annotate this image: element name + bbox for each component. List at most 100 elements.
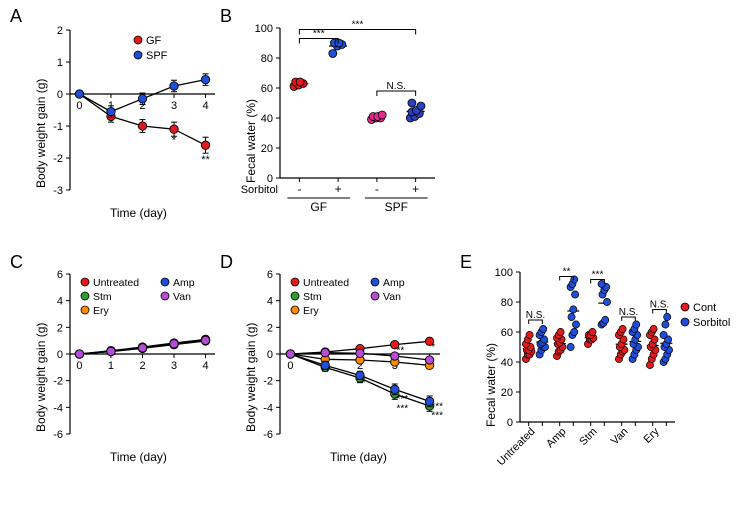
chart-c: 01234-6-4-20246UntreatedStmEryAmpVan xyxy=(30,262,220,462)
panel-label-e: E xyxy=(460,252,472,273)
svg-text:+: + xyxy=(412,182,419,196)
svg-text:**: ** xyxy=(563,267,571,278)
svg-text:Untreated: Untreated xyxy=(495,426,538,469)
chart-d: 01234-6-4-20246****************Untreated… xyxy=(240,262,450,462)
chart-e: 020406080100UntreatedAmpStmVanEryN.S.***… xyxy=(480,262,740,502)
svg-text:***: *** xyxy=(397,403,409,414)
svg-text:6: 6 xyxy=(267,269,273,281)
svg-text:Stm: Stm xyxy=(303,291,322,303)
svg-text:Ery: Ery xyxy=(303,305,320,317)
chart-a: 01234-3-2-1012***GFSPF xyxy=(30,18,220,218)
panel-label-a: A xyxy=(10,6,22,27)
svg-text:-2: -2 xyxy=(53,376,63,388)
svg-text:-: - xyxy=(375,182,379,196)
svg-text:0: 0 xyxy=(507,417,513,429)
svg-text:40: 40 xyxy=(501,357,513,369)
svg-text:Cont: Cont xyxy=(693,302,716,314)
svg-text:Untreated: Untreated xyxy=(303,277,349,289)
ylabel-a: Body weight gain (g) xyxy=(34,79,48,188)
panel-b: 020406080100-+-+SorbitolGFSPF******N.S. … xyxy=(240,18,450,238)
svg-text:-6: -6 xyxy=(53,429,63,441)
svg-text:2: 2 xyxy=(57,25,63,37)
svg-text:0: 0 xyxy=(57,89,63,101)
svg-text:***: *** xyxy=(431,411,443,422)
panel-label-c: C xyxy=(10,252,23,273)
svg-text:1: 1 xyxy=(57,57,63,69)
svg-text:60: 60 xyxy=(261,83,273,95)
svg-text:-4: -4 xyxy=(53,402,63,414)
svg-text:*: * xyxy=(362,378,366,389)
svg-text:Sorbitol: Sorbitol xyxy=(241,184,278,196)
svg-text:Van: Van xyxy=(609,426,631,448)
svg-text:N.S.: N.S. xyxy=(387,81,406,92)
svg-text:0: 0 xyxy=(57,349,63,361)
svg-text:+: + xyxy=(335,182,342,196)
svg-text:Ery: Ery xyxy=(641,425,662,446)
svg-text:100: 100 xyxy=(255,23,273,35)
svg-text:Sorbitol: Sorbitol xyxy=(693,317,730,329)
svg-text:-4: -4 xyxy=(263,402,273,414)
panel-a: 01234-3-2-1012***GFSPF Body weight gain … xyxy=(30,18,220,238)
svg-text:-2: -2 xyxy=(53,153,63,165)
panel-c: 01234-6-4-20246UntreatedStmEryAmpVan Bod… xyxy=(30,262,220,482)
svg-text:4: 4 xyxy=(267,296,273,308)
xlabel-a: Time (day) xyxy=(110,206,167,220)
svg-text:20: 20 xyxy=(261,143,273,155)
svg-text:2: 2 xyxy=(57,322,63,334)
svg-text:-6: -6 xyxy=(263,429,273,441)
svg-text:Amp: Amp xyxy=(383,277,405,289)
svg-text:SPF: SPF xyxy=(385,200,408,214)
svg-text:Untreated: Untreated xyxy=(93,277,139,289)
svg-text:3: 3 xyxy=(171,360,177,372)
svg-text:Van: Van xyxy=(383,291,401,303)
svg-text:60: 60 xyxy=(501,327,513,339)
svg-text:20: 20 xyxy=(501,387,513,399)
svg-text:Amp: Amp xyxy=(544,426,568,450)
panel-label-d: D xyxy=(220,252,233,273)
panel-d: 01234-6-4-20246****************Untreated… xyxy=(240,262,450,482)
xlabel-d: Time (day) xyxy=(330,450,387,464)
svg-text:80: 80 xyxy=(261,53,273,65)
svg-text:-: - xyxy=(297,182,301,196)
svg-text:N.S.: N.S. xyxy=(526,310,545,321)
xlabel-c: Time (day) xyxy=(110,450,167,464)
svg-text:-1: -1 xyxy=(53,121,63,133)
svg-text:4: 4 xyxy=(202,100,208,112)
svg-text:Amp: Amp xyxy=(173,277,195,289)
svg-text:GF: GF xyxy=(146,35,162,47)
svg-text:*: * xyxy=(172,135,177,147)
svg-text:Ery: Ery xyxy=(93,305,110,317)
svg-text:100: 100 xyxy=(495,267,513,279)
svg-text:2: 2 xyxy=(267,322,273,334)
svg-text:GF: GF xyxy=(310,200,327,214)
chart-b: 020406080100-+-+SorbitolGFSPF******N.S. xyxy=(240,18,450,238)
ylabel-e: Fecal water (%) xyxy=(484,343,498,427)
svg-text:4: 4 xyxy=(57,296,63,308)
panel-label-b: B xyxy=(220,6,232,27)
svg-text:Stm: Stm xyxy=(93,291,112,303)
svg-text:***: *** xyxy=(352,20,364,31)
svg-text:***: *** xyxy=(313,29,325,40)
panel-e: 020406080100UntreatedAmpStmVanEryN.S.***… xyxy=(480,262,740,502)
svg-text:0: 0 xyxy=(76,360,82,372)
svg-text:4: 4 xyxy=(202,360,208,372)
svg-text:40: 40 xyxy=(261,113,273,125)
svg-text:***: *** xyxy=(592,270,604,281)
svg-text:-3: -3 xyxy=(53,185,63,197)
svg-text:Van: Van xyxy=(173,291,191,303)
svg-text:*: * xyxy=(431,342,435,353)
svg-text:Stm: Stm xyxy=(577,426,599,448)
svg-text:0: 0 xyxy=(76,100,82,112)
svg-text:80: 80 xyxy=(501,297,513,309)
svg-text:N.S.: N.S. xyxy=(619,307,638,318)
svg-text:6: 6 xyxy=(57,269,63,281)
ylabel-d: Body weight gain (g) xyxy=(244,323,258,432)
svg-text:0: 0 xyxy=(287,360,293,372)
svg-text:-2: -2 xyxy=(263,376,273,388)
svg-text:2: 2 xyxy=(139,360,145,372)
svg-text:**: ** xyxy=(201,154,210,166)
svg-text:SPF: SPF xyxy=(146,50,168,62)
svg-text:**: ** xyxy=(397,345,405,356)
svg-text:3: 3 xyxy=(171,100,177,112)
svg-text:N.S.: N.S. xyxy=(650,300,669,311)
